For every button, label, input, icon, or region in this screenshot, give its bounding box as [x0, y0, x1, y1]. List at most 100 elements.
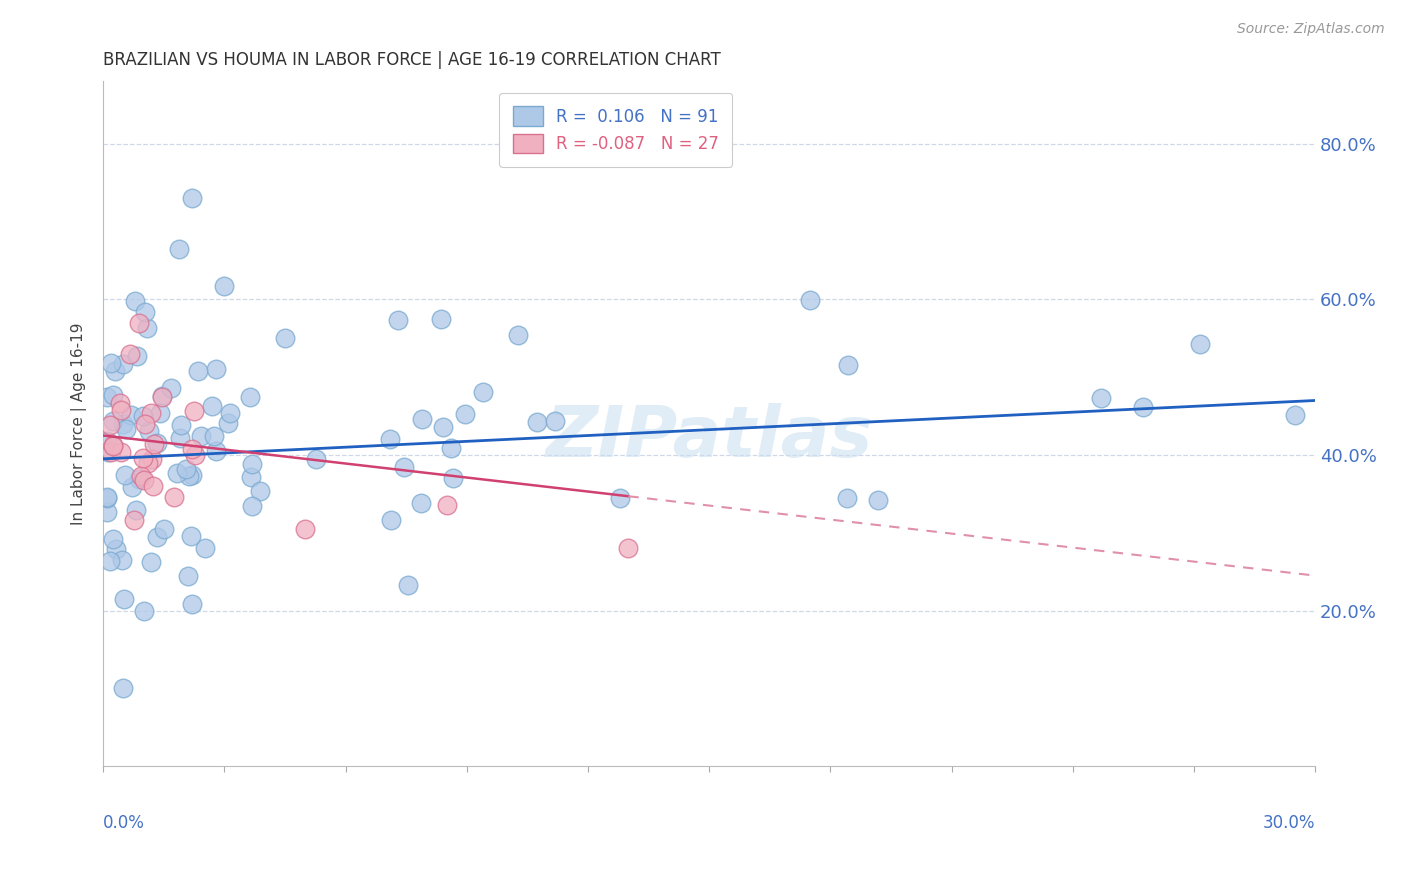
Point	[799, 293, 821, 307]
Point	[1132, 401, 1154, 415]
Point	[120, 347, 142, 361]
Point	[202, 429, 225, 443]
Point	[146, 435, 169, 450]
Point	[149, 406, 172, 420]
Text: BRAZILIAN VS HOUMA IN LABOR FORCE | AGE 16-19 CORRELATION CHART: BRAZILIAN VS HOUMA IN LABOR FORCE | AGE …	[103, 51, 721, 69]
Point	[104, 541, 127, 556]
Text: 0.0%: 0.0%	[103, 814, 145, 832]
Point	[436, 498, 458, 512]
Point	[392, 460, 415, 475]
Point	[212, 279, 235, 293]
Point	[396, 578, 419, 592]
Point	[1189, 336, 1212, 351]
Point	[181, 467, 204, 482]
Point	[96, 505, 118, 519]
Point	[103, 439, 125, 453]
Point	[100, 445, 122, 459]
Point	[274, 331, 297, 345]
Point	[111, 358, 134, 372]
Point	[114, 467, 136, 482]
Point	[131, 451, 153, 466]
Point	[294, 522, 316, 536]
Point	[136, 456, 159, 470]
Point	[240, 499, 263, 513]
Point	[160, 381, 183, 395]
Point	[134, 417, 156, 431]
Point	[472, 385, 495, 400]
Point	[239, 470, 262, 484]
Point	[141, 406, 163, 420]
Point	[205, 362, 228, 376]
Text: ZIPatlas: ZIPatlas	[546, 403, 873, 472]
Point	[174, 462, 197, 476]
Point	[219, 406, 242, 420]
Point	[187, 364, 209, 378]
Point	[142, 437, 165, 451]
Point	[835, 491, 858, 506]
Point	[249, 483, 271, 498]
Point	[441, 471, 464, 485]
Point	[139, 556, 162, 570]
Point	[103, 438, 125, 452]
Point	[142, 479, 165, 493]
Point	[124, 293, 146, 308]
Point	[181, 598, 204, 612]
Point	[239, 391, 262, 405]
Point	[132, 473, 155, 487]
Point	[150, 390, 173, 404]
Point	[125, 350, 148, 364]
Point	[432, 420, 454, 434]
Point	[112, 681, 135, 696]
Point	[132, 603, 155, 617]
Point	[201, 399, 224, 413]
Point	[240, 457, 263, 471]
Legend: R =  0.106   N = 91, R = -0.087   N = 27: R = 0.106 N = 91, R = -0.087 N = 27	[499, 93, 733, 167]
Point	[180, 442, 202, 456]
Point	[176, 568, 198, 582]
Point	[177, 469, 200, 483]
Point	[132, 409, 155, 423]
Point	[121, 480, 143, 494]
Point	[183, 404, 205, 418]
Point	[150, 389, 173, 403]
Point	[146, 530, 169, 544]
Point	[378, 432, 401, 446]
Point	[128, 472, 150, 486]
Point	[112, 591, 135, 606]
Point	[190, 429, 212, 443]
Text: 30.0%: 30.0%	[1263, 814, 1315, 832]
Point	[194, 541, 217, 556]
Point	[111, 417, 134, 432]
Point	[141, 452, 163, 467]
Point	[411, 496, 433, 510]
Point	[181, 191, 204, 205]
Point	[108, 396, 131, 410]
Point	[135, 320, 157, 334]
Point	[430, 312, 453, 326]
Point	[205, 444, 228, 458]
Point	[152, 523, 174, 537]
Point	[169, 431, 191, 445]
Point	[98, 554, 121, 568]
Point	[134, 305, 156, 319]
Point	[526, 415, 548, 429]
Point	[114, 422, 136, 436]
Point	[180, 529, 202, 543]
Point	[125, 503, 148, 517]
Point	[96, 390, 118, 404]
Point	[305, 452, 328, 467]
Point	[97, 445, 120, 459]
Point	[100, 417, 122, 432]
Point	[544, 414, 567, 428]
Point	[96, 491, 118, 505]
Point	[184, 448, 207, 462]
Point	[120, 408, 142, 422]
Point	[101, 388, 124, 402]
Point	[1284, 408, 1306, 422]
Point	[100, 356, 122, 370]
Point	[169, 418, 191, 433]
Y-axis label: In Labor Force | Age 16-19: In Labor Force | Age 16-19	[72, 323, 87, 525]
Point	[138, 424, 160, 438]
Point	[837, 358, 859, 372]
Point	[110, 445, 132, 459]
